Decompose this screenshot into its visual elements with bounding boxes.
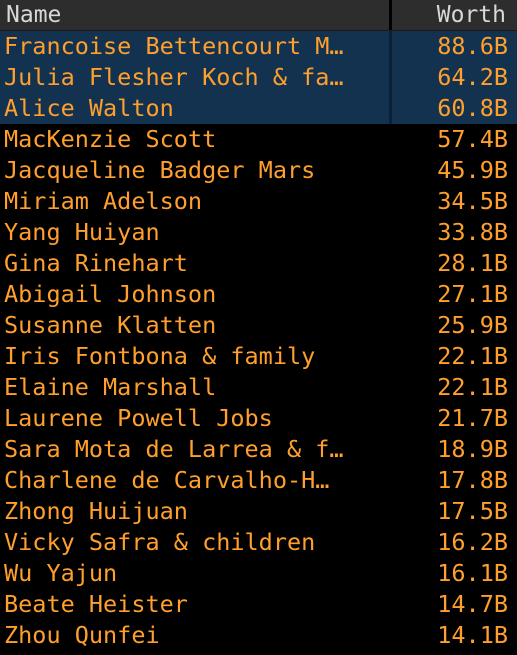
worth-cell: 17.8B: [437, 466, 508, 494]
table-row[interactable]: Julia Flesher Koch & fa… 64.2B: [0, 62, 517, 93]
name-cell: Jacqueline Badger Mars: [0, 155, 392, 186]
table-row[interactable]: Sara Mota de Larrea & f… 18.9B: [0, 434, 517, 465]
table-header: Name Worth: [0, 0, 517, 31]
worth-cell: 17.5B: [437, 497, 508, 525]
table-row[interactable]: Beate Heister 14.7B: [0, 589, 517, 620]
table-row[interactable]: Zhou Qunfei 14.1B: [0, 620, 517, 651]
table-row[interactable]: Gina Rinehart 28.1B: [0, 248, 517, 279]
worth-cell: 88.6B: [437, 32, 508, 60]
column-header-worth[interactable]: Worth: [436, 2, 506, 28]
table-row[interactable]: Abigail Johnson 27.1B: [0, 279, 517, 310]
name-cell: Abigail Johnson: [0, 279, 392, 310]
worth-cell: 14.7B: [437, 590, 508, 618]
name-cell: Elaine Marshall: [0, 372, 392, 403]
name-cell: Gina Rinehart: [0, 248, 392, 279]
worth-cell: 27.1B: [437, 280, 508, 308]
table-row[interactable]: Charlene de Carvalho-H… 17.8B: [0, 465, 517, 496]
worth-cell: 60.8B: [437, 94, 508, 122]
table-row[interactable]: Elaine Marshall 22.1B: [0, 372, 517, 403]
table-row[interactable]: Iris Fontbona & family 22.1B: [0, 341, 517, 372]
table-row[interactable]: Francoise Bettencourt M… 88.6B: [0, 31, 517, 62]
worth-cell: 16.2B: [437, 528, 508, 556]
name-cell: Laurene Powell Jobs: [0, 403, 392, 434]
worth-cell: 18.9B: [437, 435, 508, 463]
name-cell: Alice Walton: [0, 93, 392, 124]
table-body: Francoise Bettencourt M… 88.6B Julia Flesh…: [0, 31, 517, 651]
name-cell: Susanne Klatten: [0, 310, 392, 341]
table-row[interactable]: Zhong Huijuan 17.5B: [0, 496, 517, 527]
name-cell: Julia Flesher Koch & fa…: [0, 62, 392, 93]
name-cell: Vicky Safra & children: [0, 527, 392, 558]
table-row[interactable]: Miriam Adelson 34.5B: [0, 186, 517, 217]
name-cell: Zhong Huijuan: [0, 496, 392, 527]
table-row[interactable]: Wu Yajun 16.1B: [0, 558, 517, 589]
name-cell: Sara Mota de Larrea & f…: [0, 434, 392, 465]
name-cell: Francoise Bettencourt M…: [0, 31, 392, 62]
worth-cell: 45.9B: [437, 156, 508, 184]
name-cell: Zhou Qunfei: [0, 620, 392, 651]
worth-cell: 28.1B: [437, 249, 508, 277]
table-row[interactable]: Jacqueline Badger Mars 45.9B: [0, 155, 517, 186]
worth-cell: 16.1B: [437, 559, 508, 587]
column-header-name[interactable]: Name: [0, 0, 392, 30]
name-cell: Miriam Adelson: [0, 186, 392, 217]
worth-cell: 25.9B: [437, 311, 508, 339]
worth-cell: 64.2B: [437, 63, 508, 91]
table-row[interactable]: Yang Huiyan 33.8B: [0, 217, 517, 248]
table-row[interactable]: Vicky Safra & children 16.2B: [0, 527, 517, 558]
worth-cell: 22.1B: [437, 373, 508, 401]
worth-cell: 22.1B: [437, 342, 508, 370]
table-row[interactable]: Alice Walton 60.8B: [0, 93, 517, 124]
worth-cell: 33.8B: [437, 218, 508, 246]
worth-cell: 14.1B: [437, 621, 508, 649]
name-cell: Charlene de Carvalho-H…: [0, 465, 392, 496]
worth-cell: 34.5B: [437, 187, 508, 215]
name-cell: Yang Huiyan: [0, 217, 392, 248]
name-cell: MacKenzie Scott: [0, 124, 392, 155]
worth-cell: 21.7B: [437, 404, 508, 432]
table-row[interactable]: MacKenzie Scott 57.4B: [0, 124, 517, 155]
name-cell: Wu Yajun: [0, 558, 392, 589]
name-cell: Iris Fontbona & family: [0, 341, 392, 372]
table-row[interactable]: Laurene Powell Jobs 21.7B: [0, 403, 517, 434]
worth-cell: 57.4B: [437, 125, 508, 153]
name-cell: Beate Heister: [0, 589, 392, 620]
table-row[interactable]: Susanne Klatten 25.9B: [0, 310, 517, 341]
